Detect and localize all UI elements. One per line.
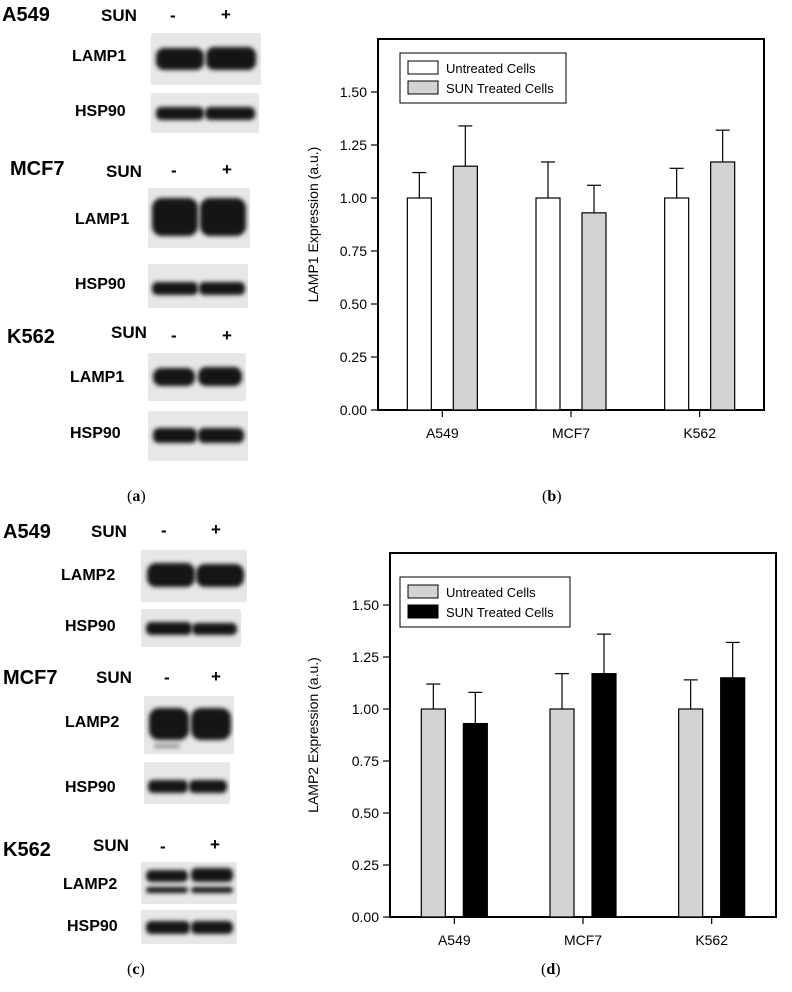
- western-blot-lamp1: [151, 33, 261, 85]
- bar: [591, 673, 617, 918]
- panel-label-d: (d): [541, 961, 561, 978]
- bar: [406, 197, 432, 411]
- treatment-label: SUN: [96, 668, 132, 687]
- minus-sign: -: [164, 668, 170, 687]
- blot-label: LAMP1: [75, 211, 130, 228]
- western-blot-hsp90: [141, 609, 241, 647]
- legend-swatch: [407, 60, 439, 75]
- blot-label: HSP90: [65, 779, 116, 796]
- y-tick-label: 1.00: [352, 701, 379, 717]
- bar: [462, 722, 488, 918]
- treatment-label: SUN: [106, 162, 142, 181]
- western-blot-lamp2: [144, 696, 234, 754]
- blot-label: LAMP2: [63, 876, 118, 893]
- panel-label-b: (b): [542, 488, 562, 505]
- blot-label: LAMP1: [72, 48, 127, 65]
- minus-sign: -: [171, 326, 177, 345]
- blot-label: HSP90: [70, 425, 121, 442]
- panel-label-c: (c): [127, 961, 145, 978]
- y-tick-label: 1.25: [352, 649, 379, 665]
- plus-sign: +: [210, 835, 220, 854]
- cell-line-label: A549: [2, 4, 50, 26]
- bar: [420, 708, 446, 918]
- y-axis-label: LAMP2 Expression (a.u.): [305, 657, 321, 813]
- y-tick-label: 1.50: [340, 84, 367, 100]
- bar: [535, 197, 561, 411]
- bar: [581, 212, 607, 411]
- x-tick-label: K562: [695, 932, 728, 948]
- western-blot-hsp90: [148, 264, 248, 308]
- y-tick-label: 0.25: [340, 349, 367, 365]
- bar: [678, 708, 704, 918]
- cell-line-label: MCF7: [3, 667, 58, 689]
- x-tick-label: A549: [426, 425, 459, 441]
- plus-sign: +: [222, 160, 232, 179]
- x-tick-label: K562: [683, 425, 716, 441]
- legend-swatch: [407, 80, 439, 95]
- blot-label: HSP90: [75, 276, 126, 293]
- cell-line-label: MCF7: [10, 158, 65, 180]
- legend-entry: Untreated Cells: [446, 585, 536, 600]
- plus-sign: +: [211, 667, 221, 686]
- blot-label: HSP90: [75, 103, 126, 120]
- minus-sign: -: [170, 6, 176, 25]
- bar: [664, 197, 690, 411]
- western-blot-lamp1: [148, 353, 246, 401]
- blot-label: HSP90: [67, 918, 118, 935]
- legend-entry: SUN Treated Cells: [446, 605, 554, 620]
- x-tick-label: A549: [438, 932, 471, 948]
- minus-sign: -: [161, 521, 167, 540]
- western-blot-hsp90: [144, 762, 230, 804]
- x-tick-label: MCF7: [564, 932, 602, 948]
- western-blot-hsp90: [151, 93, 259, 133]
- y-axis-label: LAMP1 Expression (a.u.): [305, 147, 321, 303]
- legend-entry: SUN Treated Cells: [446, 81, 554, 96]
- bar: [549, 708, 575, 918]
- plus-sign: +: [221, 5, 231, 24]
- legend-entry: Untreated Cells: [446, 61, 536, 76]
- blot-label: LAMP1: [70, 369, 125, 386]
- western-blot-hsp90: [141, 910, 237, 944]
- western-blot-lamp2: [141, 862, 237, 904]
- lamp1-bar-chart: 0.00 0.25 0.50 0.75 1.00 1.25 1.50 LAMP1 Expres…: [305, 38, 765, 441]
- panel-label-a: (a): [127, 488, 146, 505]
- y-tick-label: 0.00: [352, 909, 379, 925]
- lamp2-bar-chart: 0.00 0.25 0.50 0.75 1.00 1.25 1.50 LAMP2 Expres…: [305, 552, 777, 948]
- treatment-label: SUN: [91, 522, 127, 541]
- legend-swatch: [407, 584, 439, 599]
- y-tick-label: 0.50: [352, 805, 379, 821]
- x-tick-label: MCF7: [552, 425, 590, 441]
- blot-label: LAMP2: [65, 714, 120, 731]
- cell-line-label: A549: [3, 521, 51, 543]
- y-tick-label: 1.00: [340, 190, 367, 206]
- western-blot-lamp1: [148, 188, 250, 248]
- blot-label: LAMP2: [61, 567, 116, 584]
- bar: [720, 677, 746, 918]
- minus-sign: -: [171, 161, 177, 180]
- y-tick-label: 0.75: [352, 753, 379, 769]
- y-tick-label: 0.50: [340, 296, 367, 312]
- plus-sign: +: [222, 326, 232, 345]
- bar: [452, 165, 478, 411]
- western-blot-hsp90: [148, 411, 248, 461]
- blot-label: HSP90: [65, 618, 116, 635]
- treatment-label: SUN: [111, 323, 147, 342]
- y-tick-label: 0.00: [340, 402, 367, 418]
- y-tick-label: 0.25: [352, 857, 379, 873]
- minus-sign: -: [160, 837, 166, 856]
- western-blot-lamp2: [141, 550, 247, 602]
- treatment-label: SUN: [93, 836, 129, 855]
- bar: [710, 161, 736, 411]
- cell-line-label: K562: [7, 326, 55, 348]
- y-tick-label: 1.25: [340, 137, 367, 153]
- y-tick-label: 0.75: [340, 243, 367, 259]
- y-tick-label: 1.50: [352, 597, 379, 613]
- treatment-label: SUN: [101, 6, 137, 25]
- cell-line-label: K562: [3, 839, 51, 861]
- legend-swatch: [407, 604, 439, 619]
- plus-sign: +: [211, 520, 221, 539]
